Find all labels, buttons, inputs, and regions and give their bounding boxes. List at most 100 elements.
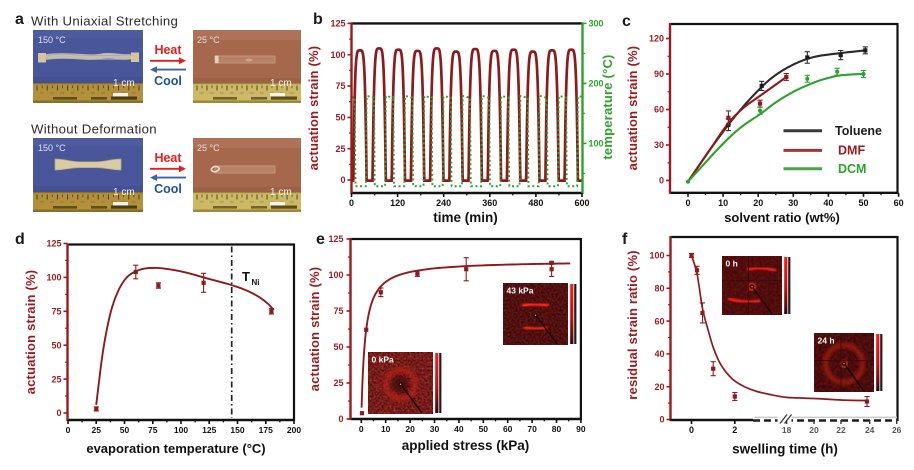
svg-text:30: 30	[788, 198, 798, 208]
svg-text:20: 20	[405, 424, 415, 434]
svg-text:actuation strain (%): actuation strain (%)	[306, 46, 321, 171]
svg-text:DCM: DCM	[838, 162, 866, 176]
svg-text:30: 30	[430, 424, 440, 434]
svg-text:90: 90	[654, 69, 664, 79]
svg-text:150: 150	[230, 425, 244, 435]
svg-text:480: 480	[528, 198, 543, 208]
svg-text:50: 50	[51, 340, 61, 350]
svg-text:20: 20	[654, 382, 664, 392]
svg-text:25: 25	[51, 374, 61, 384]
svg-text:0: 0	[66, 425, 71, 435]
svg-text:200: 200	[287, 425, 301, 435]
svg-text:125: 125	[46, 239, 61, 249]
svg-text:30: 30	[654, 140, 664, 150]
svg-text:10: 10	[381, 424, 391, 434]
svg-text:25 °C: 25 °C	[197, 143, 220, 153]
svg-text:swelling time (h): swelling time (h)	[732, 442, 838, 457]
svg-text:100: 100	[328, 270, 343, 280]
svg-text:b: b	[313, 11, 323, 28]
svg-text:50: 50	[479, 424, 489, 434]
svg-text:150 °C: 150 °C	[38, 35, 66, 45]
svg-text:e: e	[316, 231, 325, 248]
svg-text:0: 0	[359, 424, 364, 434]
svg-text:60: 60	[654, 316, 664, 326]
svg-text:1 cm: 1 cm	[270, 187, 292, 198]
svg-text:10: 10	[718, 198, 728, 208]
svg-text:360: 360	[482, 198, 497, 208]
svg-text:240: 240	[436, 198, 451, 208]
svg-text:100: 100	[174, 425, 188, 435]
svg-text:75: 75	[335, 81, 345, 91]
svg-text:75: 75	[51, 307, 61, 317]
svg-text:22: 22	[836, 425, 846, 435]
svg-text:actuation strain (%): actuation strain (%)	[307, 267, 322, 392]
svg-text:2: 2	[732, 425, 737, 435]
svg-text:0 h: 0 h	[726, 259, 738, 269]
svg-text:0 kPa: 0 kPa	[372, 355, 394, 365]
svg-text:actuation strain (%): actuation strain (%)	[625, 46, 640, 171]
svg-text:0: 0	[340, 175, 345, 185]
svg-text:solvent ratio (wt%): solvent ratio (wt%)	[724, 210, 840, 225]
svg-text:26: 26	[892, 425, 902, 435]
svg-text:80: 80	[654, 284, 664, 294]
svg-text:Toluene: Toluene	[835, 124, 882, 138]
svg-text:40: 40	[454, 424, 464, 434]
svg-text:75: 75	[333, 306, 343, 316]
svg-text:c: c	[622, 13, 631, 30]
svg-text:Cool: Cool	[154, 74, 182, 88]
svg-text:evaporation temperature (°C): evaporation temperature (°C)	[86, 441, 265, 456]
svg-text:24: 24	[865, 425, 875, 435]
svg-text:25: 25	[92, 425, 102, 435]
svg-text:0: 0	[659, 176, 664, 186]
svg-text:50: 50	[335, 113, 345, 123]
svg-text:Ni: Ni	[252, 278, 260, 287]
svg-text:25: 25	[335, 144, 345, 154]
svg-text:50: 50	[858, 198, 868, 208]
svg-text:90: 90	[576, 424, 586, 434]
svg-text:120: 120	[649, 34, 664, 44]
svg-text:40: 40	[823, 198, 833, 208]
svg-text:80: 80	[552, 424, 562, 434]
svg-text:70: 70	[527, 424, 537, 434]
svg-text:60: 60	[894, 198, 904, 208]
svg-text:Cool: Cool	[154, 182, 182, 196]
svg-text:100: 100	[46, 273, 61, 283]
svg-text:150 °C: 150 °C	[38, 143, 66, 153]
svg-text:125: 125	[328, 234, 343, 244]
svg-text:60: 60	[654, 105, 664, 115]
svg-text:0: 0	[659, 415, 664, 425]
svg-text:120: 120	[390, 198, 405, 208]
svg-text:1 cm: 1 cm	[113, 78, 135, 89]
svg-text:1 cm: 1 cm	[113, 187, 135, 198]
svg-text:175: 175	[259, 425, 273, 435]
svg-text:0: 0	[685, 198, 690, 208]
svg-text:20: 20	[753, 198, 763, 208]
svg-text:100: 100	[649, 251, 664, 261]
svg-text:24 h: 24 h	[818, 336, 835, 346]
svg-text:Heat: Heat	[154, 151, 182, 165]
svg-text:25: 25	[333, 378, 343, 388]
svg-text:f: f	[622, 231, 628, 248]
svg-text:25 °C: 25 °C	[197, 35, 220, 45]
svg-text:125: 125	[202, 425, 216, 435]
svg-text:75: 75	[148, 425, 158, 435]
svg-text:60: 60	[503, 424, 513, 434]
svg-text:time (min): time (min)	[433, 210, 498, 225]
svg-text:Without Deformation: Without Deformation	[31, 122, 157, 137]
svg-text:300: 300	[589, 19, 604, 29]
svg-text:40: 40	[654, 349, 664, 359]
svg-text:50: 50	[120, 425, 130, 435]
svg-text:43 kPa: 43 kPa	[507, 286, 534, 296]
svg-text:0: 0	[689, 425, 694, 435]
svg-text:20: 20	[809, 425, 819, 435]
svg-text:d: d	[15, 231, 25, 248]
svg-text:DMF: DMF	[838, 144, 865, 158]
svg-text:600: 600	[574, 198, 589, 208]
svg-text:0: 0	[56, 408, 61, 418]
svg-text:Heat: Heat	[154, 43, 182, 57]
svg-text:125: 125	[330, 19, 345, 29]
svg-text:100: 100	[330, 50, 345, 60]
svg-text:100: 100	[589, 139, 604, 149]
svg-text:0: 0	[349, 198, 354, 208]
svg-text:applied stress (kPa): applied stress (kPa)	[402, 438, 530, 453]
